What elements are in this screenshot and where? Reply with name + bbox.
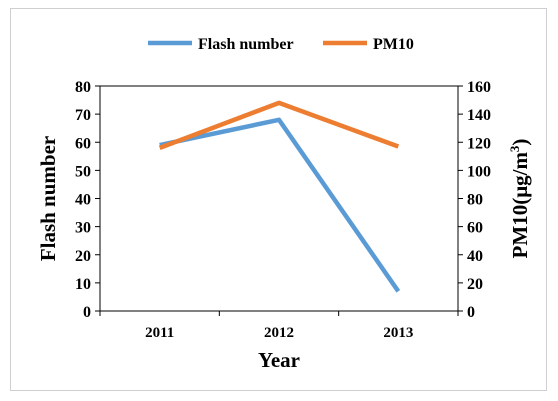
y-right-tick-label: 140	[467, 107, 491, 124]
y-right-tick-label: 0	[467, 304, 475, 321]
y-axis-right-label: PM10(μg/m3)	[507, 139, 532, 259]
y-left-tick-label: 80	[75, 79, 91, 96]
y-left-tick-label: 10	[75, 276, 91, 293]
y-axis-right-label-prefix: PM10(μg/m	[508, 152, 532, 259]
y-right-tick-label: 20	[467, 276, 483, 293]
y-axis-left-label: Flash number	[36, 136, 60, 261]
y-left-tick-label: 40	[75, 192, 91, 209]
y-right-tick-label: 40	[467, 248, 483, 265]
y-right-tick-label: 160	[467, 79, 491, 96]
y-right-tick-label: 120	[467, 135, 491, 152]
legend: Flash number PM10	[148, 36, 414, 53]
y-left-tick-label: 0	[83, 304, 91, 321]
y-left-tick-label: 30	[75, 220, 91, 237]
y-left-tick-label: 70	[75, 107, 91, 124]
series-line-flash-number	[159, 117, 401, 293]
series-line-pm10	[158, 100, 400, 151]
y-axis-right-label-sup: 3	[507, 145, 522, 152]
x-tick-label: 2011	[145, 325, 174, 341]
x-tick-label: 2013	[383, 325, 413, 341]
legend-label-flash-number: Flash number	[198, 36, 294, 53]
series-group	[158, 100, 401, 293]
y-right-tick-label: 80	[467, 192, 483, 209]
y-right-tick-label: 60	[467, 220, 483, 237]
x-axis-label: Year	[258, 348, 300, 372]
chart-frame	[10, 8, 547, 391]
y-axis-right-label-suffix: )	[508, 139, 532, 146]
legend-label-pm10: PM10	[373, 36, 414, 53]
y-left-tick-label: 50	[75, 163, 91, 180]
y-left-tick-label: 20	[75, 248, 91, 265]
y-right-tick-label: 100	[467, 163, 491, 180]
x-tick-label: 2012	[264, 325, 294, 341]
y-left-tick-label: 60	[75, 135, 91, 152]
axes: 0 10 20 30 40 50 60 70 80 0 20 40 60 80 100 120 140 160 20…	[75, 79, 491, 341]
